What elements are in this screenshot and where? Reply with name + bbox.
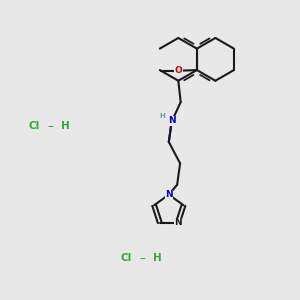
Text: O: O (175, 66, 182, 75)
Text: H: H (153, 254, 162, 263)
Text: N: N (174, 218, 182, 227)
Text: N: N (168, 116, 176, 125)
Text: –: – (140, 252, 146, 265)
Text: Cl: Cl (28, 121, 39, 131)
Text: H: H (61, 121, 70, 131)
Text: N: N (165, 190, 172, 199)
Text: H: H (159, 113, 165, 119)
Text: Cl: Cl (120, 254, 131, 263)
Text: –: – (47, 120, 53, 133)
